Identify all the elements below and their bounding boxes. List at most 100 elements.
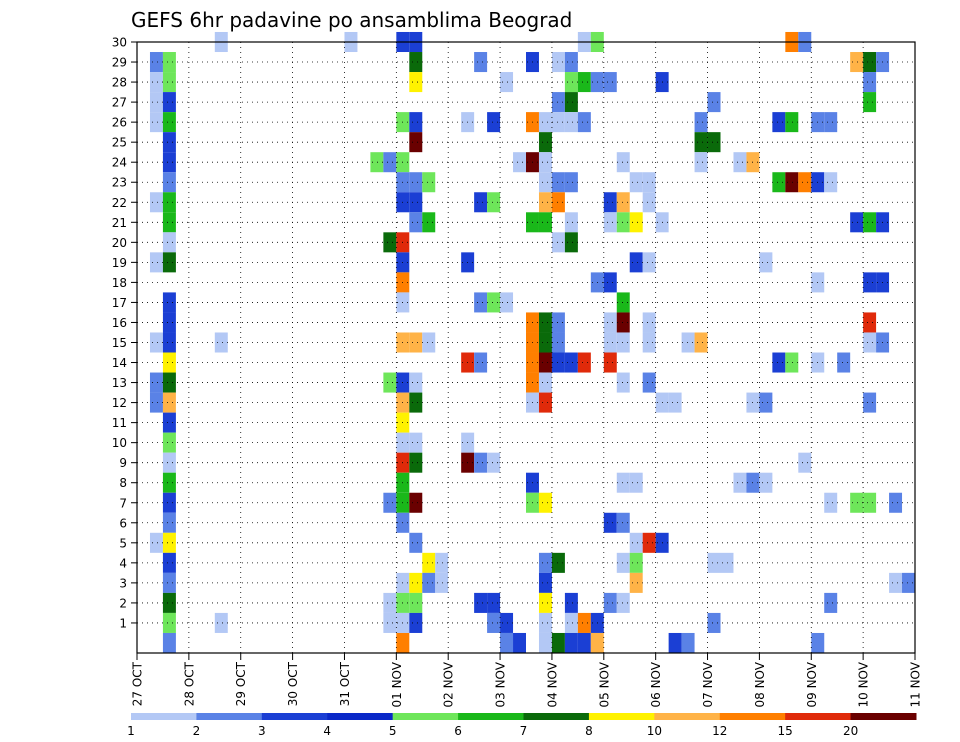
heatmap-cell <box>162 52 176 73</box>
heatmap-cell <box>162 512 176 533</box>
y-tick-label: 16 <box>112 316 127 330</box>
y-tick-label: 27 <box>112 96 127 110</box>
y-tick-label: 5 <box>119 536 127 550</box>
x-tick-label: 09 NOV <box>805 661 819 707</box>
colorbar-tick-label: 5 <box>389 724 397 738</box>
heatmap-cell <box>409 612 423 633</box>
colorbar-swatch <box>392 713 459 720</box>
heatmap-cell <box>422 552 436 573</box>
heatmap-cell <box>863 92 877 113</box>
colorbar: 1 2 3 4 5 6 7 8 10 12 15 20 <box>127 713 917 738</box>
heatmap-cell <box>149 92 163 113</box>
heatmap-cell <box>629 532 643 553</box>
y-tick-label: 23 <box>112 176 127 190</box>
colorbar-swatch <box>523 713 590 720</box>
heatmap-cell <box>500 632 514 653</box>
heatmap-cell <box>733 152 747 173</box>
colorbar-swatch <box>327 713 394 720</box>
heatmap-cell <box>629 552 643 573</box>
heatmap-cell <box>551 332 565 353</box>
heatmap-cell <box>422 572 436 593</box>
heatmap-cell <box>409 112 423 133</box>
heatmap-cell <box>149 72 163 93</box>
x-tick-label: 28 OCT <box>182 661 196 706</box>
heatmap-cell <box>422 332 436 353</box>
heatmap-cell <box>162 392 176 413</box>
heatmap-cell <box>513 152 526 173</box>
heatmap-cell <box>564 172 578 193</box>
heatmap-cell <box>551 172 565 193</box>
heatmap-cell <box>162 492 176 513</box>
heatmap-cell <box>824 112 838 133</box>
heatmap-cell <box>370 152 384 173</box>
colorbar-swatch <box>654 713 721 720</box>
colorbar-swatch <box>131 713 197 720</box>
heatmap-cell <box>162 232 176 253</box>
y-tick-label: 9 <box>119 456 127 470</box>
heatmap-cell <box>538 152 552 173</box>
heatmap-cell <box>863 312 877 333</box>
heatmap-cell <box>409 452 423 473</box>
heatmap-cell <box>409 212 423 233</box>
colorbar-tick-label: 15 <box>778 724 793 738</box>
heatmap-cell <box>214 612 228 633</box>
heatmap-cell <box>487 612 501 633</box>
heatmap-cell <box>162 532 176 553</box>
heatmap-cell <box>642 372 656 393</box>
heatmap-cell <box>629 172 643 193</box>
heatmap-cell <box>162 112 176 133</box>
y-tick-label: 19 <box>112 256 127 270</box>
heatmap-cell <box>500 612 514 633</box>
heatmap-cell <box>474 292 488 313</box>
heatmap-cell <box>642 192 656 213</box>
heatmap-cell <box>409 492 423 513</box>
heatmap-cell <box>668 632 682 653</box>
heatmap-cell <box>409 72 423 93</box>
x-tick-label: 03 NOV <box>494 661 508 707</box>
y-tick-label: 12 <box>112 396 127 410</box>
y-tick-label: 11 <box>112 416 127 430</box>
heatmap-cell <box>681 332 695 353</box>
colorbar-tick-label: 6 <box>454 724 462 738</box>
heatmap-cell <box>642 532 656 553</box>
x-tick-label: 27 OCT <box>131 661 145 706</box>
y-tick-label: 3 <box>119 576 127 590</box>
colorbar-tick-label: 7 <box>520 724 528 738</box>
heatmap-cell <box>538 132 552 153</box>
heatmap-cell <box>824 592 838 613</box>
colorbar-tick-label: 8 <box>585 724 593 738</box>
heatmap-cell <box>733 472 747 493</box>
heatmap-cell <box>759 472 773 493</box>
colorbar-tick-label: 12 <box>712 724 727 738</box>
heatmap-cell <box>162 412 176 433</box>
heatmap-cell <box>551 52 565 73</box>
heatmap-cell <box>538 192 552 213</box>
heatmap-cell <box>616 292 630 313</box>
heatmap-cell <box>149 192 163 213</box>
chart-title: GEFS 6hr padavine po ansamblima Beograd <box>131 8 572 32</box>
heatmap-cell <box>149 392 163 413</box>
heatmap-cell <box>850 212 864 233</box>
heatmap-cell <box>707 92 721 113</box>
plot-frame <box>136 41 916 654</box>
heatmap-cell <box>564 92 578 113</box>
colorbar-tick-label: 20 <box>843 724 858 738</box>
heatmap-cell <box>409 132 423 153</box>
y-tick-label: 18 <box>112 276 127 290</box>
heatmap-cell <box>538 332 552 353</box>
heatmap-cell <box>603 192 617 213</box>
heatmap-cell <box>551 352 565 373</box>
heatmap-cell <box>383 492 397 513</box>
heatmap-cell <box>149 372 163 393</box>
heatmap-cell <box>162 292 176 313</box>
heatmap-cell <box>409 572 423 593</box>
heatmap-cell <box>564 112 578 133</box>
x-tick-label: 07 NOV <box>701 661 715 707</box>
heatmap-cell <box>538 552 552 573</box>
heatmap-cell <box>422 212 436 233</box>
heatmap-cell <box>772 112 786 133</box>
x-tick-label: 10 NOV <box>857 661 871 707</box>
heatmap-cell <box>396 632 410 653</box>
heatmap-cell <box>889 492 903 513</box>
